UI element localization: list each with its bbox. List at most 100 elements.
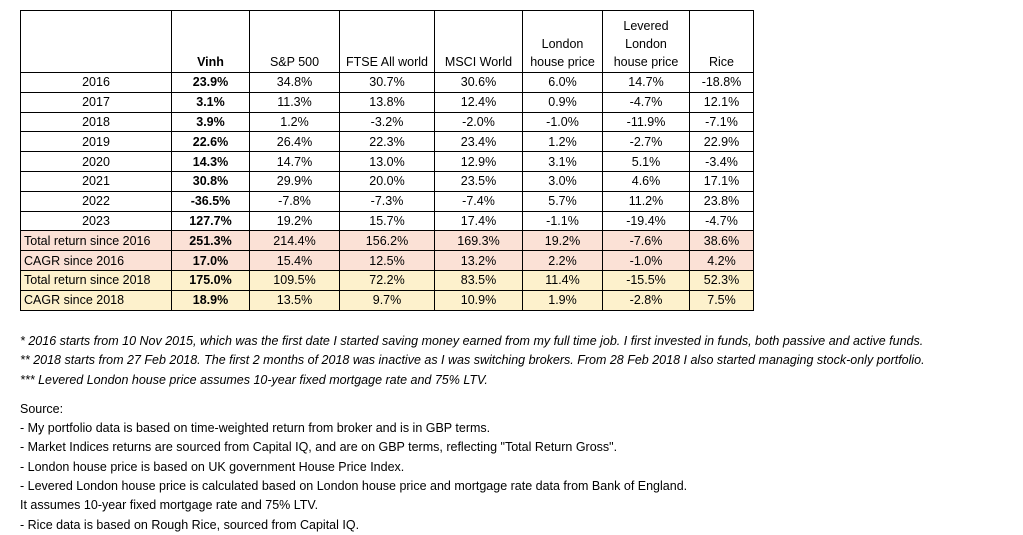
table-cell: 17.4% [434,210,523,232]
column-header: MSCI World [434,10,523,73]
table-cell: 156.2% [339,230,435,252]
table-cell: -7.6% [602,230,690,252]
table-cell: 22.6% [171,131,250,153]
table-cell: 19.2% [522,230,603,252]
source-title: Source: [20,401,64,416]
table-cell: 11.3% [249,91,340,113]
table-cell: 23.9% [171,72,250,93]
table-cell: 251.3% [171,230,250,252]
column-header: Rice [689,10,754,73]
table-cell: 29.9% [249,170,340,192]
row-label: 2022 [20,190,172,212]
footnote: * 2016 starts from 10 Nov 2015, which wa… [20,334,924,348]
table-cell: 3.1% [171,91,250,113]
table-cell: 13.2% [434,250,523,271]
table-cell: 23.4% [434,131,523,153]
table-cell: -15.5% [602,269,690,291]
table-cell: 30.6% [434,72,523,93]
source-line: - London house price is based on UK gove… [20,459,405,474]
table-cell: 15.4% [249,250,340,271]
column-header-line: Vinh [197,55,224,69]
table-cell: 72.2% [339,269,435,291]
table-cell: 17.1% [689,170,754,192]
table-cell: 22.3% [339,131,435,153]
table-cell: 6.0% [522,72,603,93]
column-header-line: house price [530,55,595,69]
table-cell: -7.1% [689,111,754,133]
table-cell: 22.9% [689,131,754,153]
column-header: FTSE All world [339,10,435,73]
column-header: Vinh [171,10,250,73]
table-cell: 9.7% [339,289,435,311]
table-row: Total return since 2016 251.3% 214.4% 156.2… [20,230,754,252]
source-line: - Market Indices returns are sourced fro… [20,440,618,455]
table-cell: -3.2% [339,111,435,133]
source-line: - Rice data is based on Rough Rice, sour… [20,517,360,532]
table-cell: 3.0% [522,170,603,192]
row-label: Total return since 2018 [20,269,172,291]
table-cell: 5.7% [522,190,603,212]
row-label: 2018 [20,111,172,133]
table-cell: 14.3% [171,151,250,172]
table-cell: 17.0% [171,250,250,271]
row-label: CAGR since 2016 [20,250,172,271]
table-cell: -4.7% [602,91,690,113]
column-header: S&P 500 [249,10,340,73]
returns-table: Vinh S&P 500 FTSE All world MSCI World Londo… [20,10,754,311]
footnote: ** 2018 starts from 27 Feb 2018. The fir… [20,353,925,368]
table-cell: -2.8% [602,289,690,311]
table-cell: 3.1% [522,151,603,172]
table-cell: 109.5% [249,269,340,291]
table-cell: 1.2% [249,111,340,133]
column-header-line: house price [613,55,679,69]
table-cell: 12.5% [339,250,435,271]
table-cell: 214.4% [249,230,340,252]
table-row: CAGR since 2018 18.9% 13.5% 9.7% 10.9% 1.9% -2… [20,289,754,311]
table-cell: 15.7% [339,210,435,232]
column-header-line: London [625,37,667,51]
table-cell: -36.5% [171,190,250,212]
table-cell: 23.8% [689,190,754,212]
table-cell: 175.0% [171,269,250,291]
source-line: It assumes 10-year fixed mortgage rate a… [20,498,319,513]
table-cell: -2.7% [602,131,690,153]
table-cell: -3.4% [689,151,754,172]
row-label: Total return since 2016 [20,230,172,252]
row-label: CAGR since 2018 [20,289,172,311]
table-cell: 18.9% [171,289,250,311]
table-cell: 127.7% [171,210,250,232]
header-row: Vinh S&P 500 FTSE All world MSCI World Londo… [20,10,754,73]
table-cell: -7.3% [339,190,435,212]
table-cell: 4.2% [689,250,754,271]
table-cell: -4.7% [689,210,754,232]
row-label: 2023 [20,210,172,232]
row-label: 2019 [20,131,172,153]
table-cell: 19.2% [249,210,340,232]
table-row: 2018 3.9% 1.2% -3.2% -2.0% -1.0% -11.9% -7.1% [20,111,754,133]
table-cell: 20.0% [339,170,435,192]
table-row: 2022 -36.5% -7.8% -7.3% -7.4% 5.7% 11.2% 23.8% [20,190,754,212]
table-cell: 2.2% [522,250,603,271]
table-row: 2020 14.3% 14.7% 13.0% 12.9% 3.1% 5.1% -3.4% [20,151,754,172]
table-cell: 3.9% [171,111,250,133]
column-header: Levered London house price [602,10,690,73]
column-header [20,10,172,73]
column-header: London house price [522,10,603,73]
table-row: 2017 3.1% 11.3% 13.8% 12.4% 0.9% -4.7% 12.1% [20,91,754,113]
footnote: *** Levered London house price assumes 1… [20,372,488,387]
table-cell: 14.7% [602,72,690,93]
table-cell: 34.8% [249,72,340,93]
table-cell: -18.8% [689,72,754,93]
table-cell: 23.5% [434,170,523,192]
table-row: 2023 127.7% 19.2% 15.7% 17.4% -1.1% -19.4% -4.7… [20,210,754,232]
table-cell: -1.1% [522,210,603,232]
table-row: 2021 30.8% 29.9% 20.0% 23.5% 3.0% 4.6% 17.1% [20,170,754,192]
table-cell: 1.9% [522,289,603,311]
table-cell: 26.4% [249,131,340,153]
table-cell: 11.4% [522,269,603,291]
column-header-line: Levered [623,19,669,33]
table-cell: 1.2% [522,131,603,153]
table-cell: 11.2% [602,190,690,212]
table-cell: 30.8% [171,170,250,192]
table-cell: -1.0% [602,250,690,271]
